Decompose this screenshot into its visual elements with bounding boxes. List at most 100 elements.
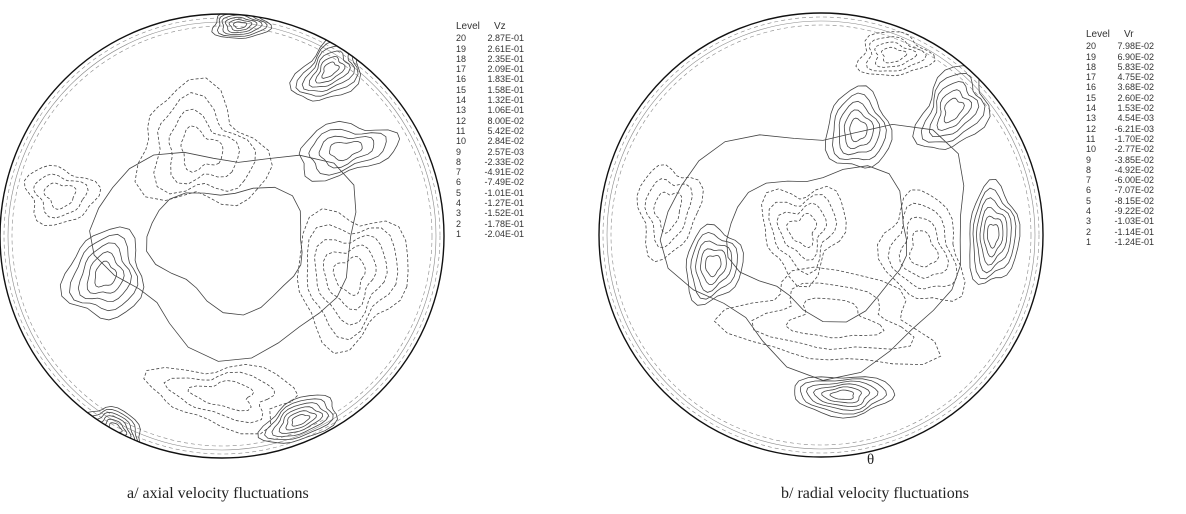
contour-line <box>7 21 437 451</box>
legend-row: 16 1.83E-01 <box>456 74 524 84</box>
contour-line <box>909 230 940 268</box>
contour-line <box>806 380 879 411</box>
contour-line <box>168 108 241 185</box>
contour-line <box>659 123 965 381</box>
legend-level-value: 1.53E-02 <box>1117 103 1154 114</box>
contour-plot-radial <box>598 12 1044 458</box>
legend-level-number: 3 <box>456 208 462 219</box>
contour-line <box>979 206 1008 266</box>
legend-level-value: -6.00E-02 <box>1114 175 1154 186</box>
contour-line <box>768 194 838 275</box>
contour-line <box>843 109 874 150</box>
legend-row: 2 -1.78E-01 <box>456 219 524 229</box>
legend-level-value: 3.68E-02 <box>1117 82 1154 93</box>
legend-row: 17 2.09E-01 <box>456 64 524 74</box>
legend-level-header: Level <box>456 21 480 32</box>
contour-line <box>257 394 338 444</box>
legend-level-value: -1.01E-01 <box>484 187 524 198</box>
domain-boundary <box>0 13 445 459</box>
legend-row: 4 -9.22E-02 <box>1086 206 1154 216</box>
contour-line <box>301 45 355 92</box>
legend-level-number: 1 <box>1086 236 1092 247</box>
contour-line <box>653 191 682 234</box>
legend-row: 12 -6.21E-03 <box>1086 124 1154 134</box>
legend-level-header: Level <box>1086 29 1110 40</box>
contour-line <box>983 215 1004 258</box>
legend-level-value: 7.98E-02 <box>1117 41 1154 52</box>
legend-variable-header: Vr <box>1124 29 1134 40</box>
legend-level-value: -6.21E-03 <box>1114 123 1154 134</box>
legend-row: 18 5.83E-02 <box>1086 62 1154 72</box>
legend-row: 1 -1.24E-01 <box>1086 237 1154 247</box>
legend-row: 3 -1.03E-01 <box>1086 216 1154 226</box>
contour-line <box>264 398 334 441</box>
contour-line <box>308 128 387 176</box>
legend-level-value: 6.90E-02 <box>1117 51 1154 62</box>
legend-level-value: -1.78E-01 <box>484 218 524 229</box>
legend-row: 18 2.35E-01 <box>456 54 524 64</box>
contour-line <box>33 173 89 219</box>
contour-line <box>606 20 1036 450</box>
contour-line <box>877 189 966 302</box>
contour-line <box>321 61 340 79</box>
legend-level-number: 9 <box>1086 154 1092 165</box>
legend-row: 5 -8.15E-02 <box>1086 196 1154 206</box>
contour-line <box>898 216 949 279</box>
legend-row: 3 -1.52E-01 <box>456 208 524 218</box>
contour-line <box>786 212 818 249</box>
contour-line <box>881 46 908 64</box>
panel-radial: Level Vr 20 7.98E-02 19 6.90E-02 18 5.83E-02 1… <box>593 0 1186 514</box>
contour-line <box>86 251 125 295</box>
legend-level-value: 1.83E-01 <box>487 74 524 85</box>
legend-header: Level Vz <box>456 21 524 32</box>
legend-level-number: 20 <box>1086 41 1097 52</box>
legend-level-number: 1 <box>456 228 462 239</box>
contour-plot-axial <box>0 13 445 459</box>
caption-axial: a/ axial velocity fluctuations <box>127 485 309 502</box>
contour-line <box>636 164 704 263</box>
domain-boundary <box>598 12 1044 458</box>
legend-level-value: -2.77E-02 <box>1114 144 1154 155</box>
legend-row: 10 2.84E-02 <box>456 136 524 146</box>
legend-row: 19 6.90E-02 <box>1086 52 1154 62</box>
legend-level-number: 3 <box>1086 216 1092 227</box>
contour-line <box>94 260 117 288</box>
legend-row: 11 5.42E-02 <box>456 126 524 136</box>
contour-line <box>644 178 693 249</box>
legend-level-number: 11 <box>456 125 466 136</box>
contour-line <box>278 406 324 434</box>
contour-line <box>153 92 256 195</box>
contour-line <box>705 254 722 278</box>
legend-level-number: 7 <box>1086 175 1092 186</box>
contour-line <box>180 125 224 173</box>
legend-level-number: 9 <box>456 146 462 157</box>
contour-line <box>700 248 727 285</box>
legend-row: 13 1.06E-01 <box>456 105 524 115</box>
contour-line <box>296 208 409 354</box>
legend-level-number: 18 <box>1086 61 1097 72</box>
axial-contours <box>3 14 441 455</box>
legend-level-value: 2.84E-02 <box>487 136 524 147</box>
legend-level-number: 7 <box>456 167 462 178</box>
legend-level-number: 6 <box>1086 185 1092 196</box>
legend-row: 11 -1.70E-02 <box>1086 134 1154 144</box>
legend-level-number: 14 <box>1086 103 1097 114</box>
contour-line <box>785 297 885 339</box>
contour-line <box>920 73 986 143</box>
contour-line <box>59 226 145 321</box>
legend-level-number: 6 <box>456 177 462 188</box>
legend-row: 15 2.60E-02 <box>1086 93 1154 103</box>
contour-line <box>776 202 827 261</box>
legend-row: 16 3.68E-02 <box>1086 82 1154 92</box>
contour-line <box>685 223 744 306</box>
legend-level-number: 4 <box>456 198 462 209</box>
legend-row: 4 -1.27E-01 <box>456 198 524 208</box>
legend-level-number: 5 <box>1086 195 1092 206</box>
contour-line <box>690 231 738 300</box>
contour-line <box>713 266 942 366</box>
contour-line <box>322 244 377 311</box>
contour-line <box>695 240 733 293</box>
legend-level-value: 2.09E-01 <box>487 64 524 75</box>
legend-level-value: 2.60E-02 <box>1117 92 1154 103</box>
contour-line <box>761 185 847 288</box>
